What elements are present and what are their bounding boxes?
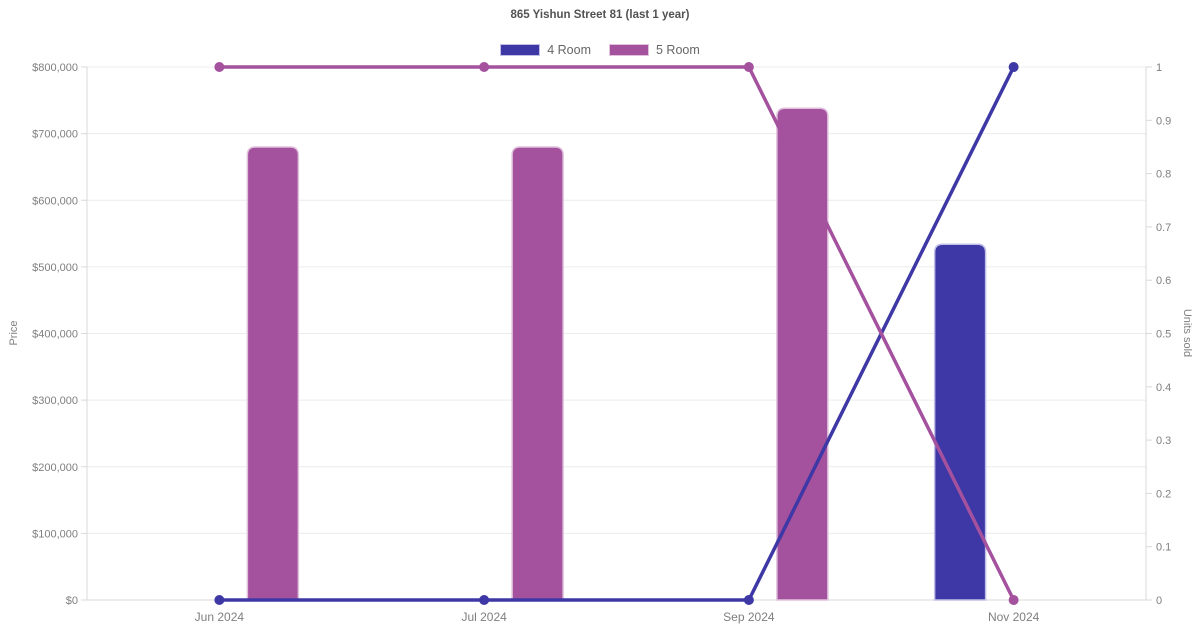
y-left-tick-label: $0	[66, 595, 78, 607]
bar-5-room-sep-2024[interactable]	[776, 107, 829, 601]
point-5-room-sep-2024[interactable]	[743, 62, 754, 72]
legend-swatch-4-room	[500, 44, 541, 56]
legend-label-5-room: 5 Room	[656, 43, 700, 57]
y-right-tick-label: 0.2	[1156, 488, 1171, 500]
y-right-tick-label: 0.6	[1156, 275, 1171, 287]
y-right-tick-label: 0.7	[1156, 222, 1171, 234]
y-left-tick-label: $600,000	[32, 195, 78, 207]
y-right-tick-label: 0.8	[1156, 169, 1171, 181]
y-left-tick-label: $100,000	[32, 528, 78, 540]
chart-title: 865 Yishun Street 81 (last 1 year)	[510, 9, 690, 21]
y-right-tick-label: 0.1	[1156, 542, 1171, 554]
x-tick-label-nov-2024: Nov 2024	[988, 610, 1040, 624]
y-left-tick-label: $200,000	[32, 462, 78, 474]
line-5-room	[217, 65, 1016, 602]
x-tick-label-sep-2024: Sep 2024	[723, 610, 775, 624]
point-5-room-jul-2024[interactable]	[479, 62, 490, 72]
point-5-room-nov-2024[interactable]	[1008, 595, 1019, 605]
y-left-tick-label: $800,000	[32, 62, 78, 74]
y-right-tick-label: 0.9	[1156, 115, 1171, 127]
y-left-tick-label: $700,000	[32, 129, 78, 141]
point-4-room-jul-2024[interactable]	[479, 595, 490, 605]
point-5-room-jun-2024[interactable]	[214, 62, 225, 72]
legend-item-4-room[interactable]: 4 Room	[500, 43, 591, 57]
point-4-room-nov-2024[interactable]	[1008, 62, 1019, 72]
legend: 4 Room 5 Room	[0, 43, 1200, 57]
legend-item-5-room[interactable]: 5 Room	[609, 43, 700, 57]
y-right-tick-label: 0.5	[1156, 329, 1171, 341]
point-4-room-jun-2024[interactable]	[214, 595, 225, 605]
x-tick-label-jul-2024: Jul 2024	[461, 610, 507, 624]
bar-5-room-jun-2024[interactable]	[246, 146, 300, 601]
y-right-tick-label: 0.3	[1156, 435, 1171, 447]
y-left-tick-label: $300,000	[32, 395, 78, 407]
point-4-room-sep-2024[interactable]	[743, 595, 754, 605]
legend-label-4-room: 4 Room	[547, 43, 591, 57]
y-right-tick-label: 0.4	[1156, 382, 1171, 394]
legend-swatch-5-room	[609, 44, 649, 56]
y-left-tick-label: $400,000	[32, 329, 78, 341]
y-axis-title-units-sold: Units sold	[1181, 308, 1193, 358]
y-axis-title-price: Price	[8, 320, 20, 346]
bar-4-room-nov-2024[interactable]	[933, 243, 987, 601]
y-right-tick-label: 1	[1156, 62, 1162, 74]
y-right-tick-label: 0	[1156, 595, 1162, 607]
bar-5-room-jul-2024[interactable]	[511, 146, 564, 601]
y-left-tick-label: $500,000	[32, 262, 78, 274]
x-tick-label-jun-2024: Jun 2024	[195, 610, 245, 624]
